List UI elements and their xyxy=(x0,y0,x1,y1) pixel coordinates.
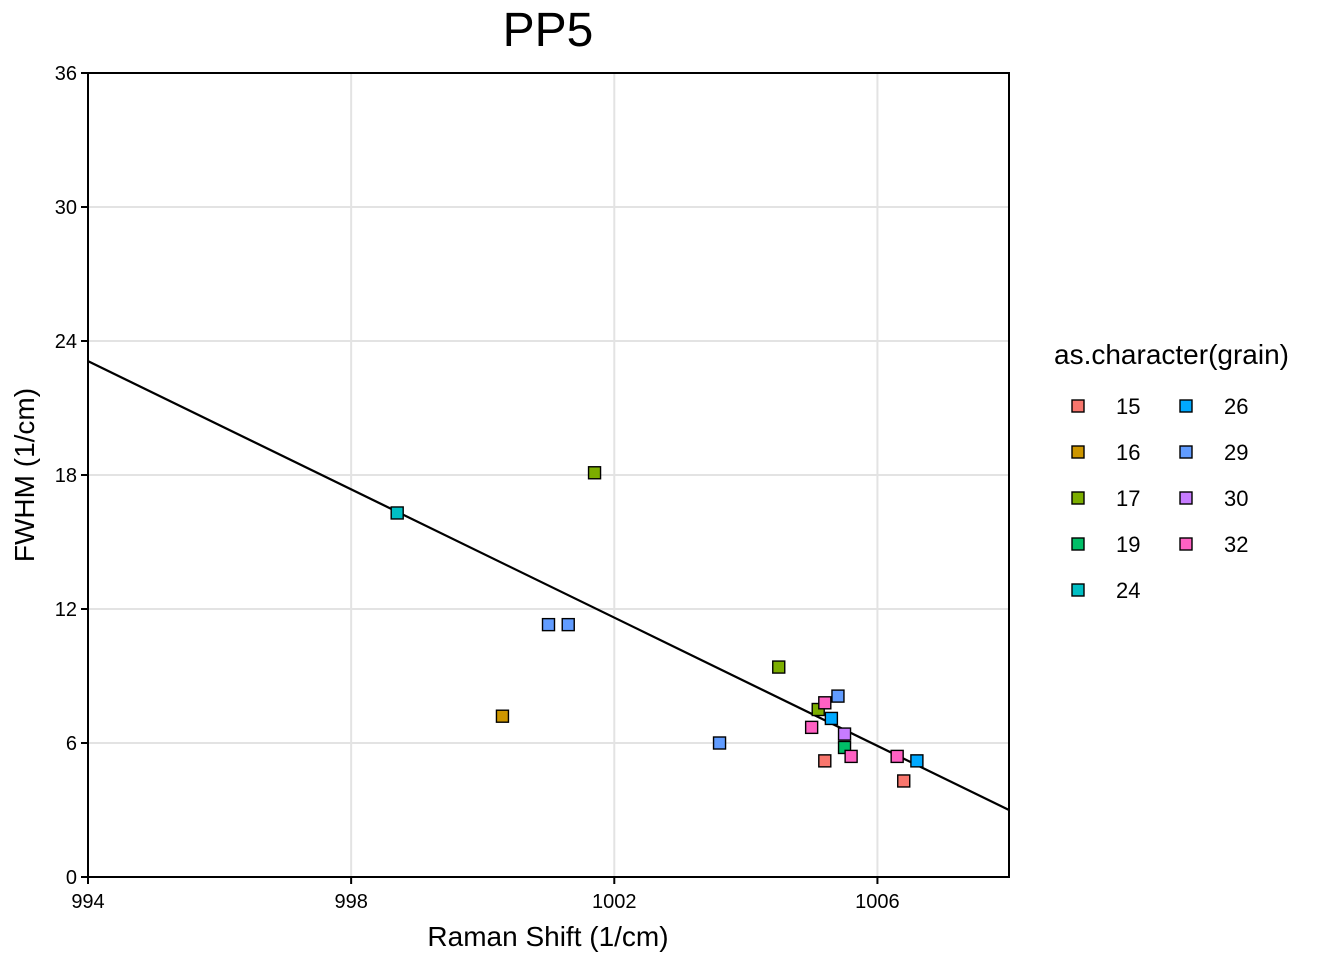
y-tick-label: 36 xyxy=(55,63,77,85)
legend-label-26: 26 xyxy=(1224,394,1248,419)
point-grain-29-1 xyxy=(561,617,575,632)
point-grain-32-0 xyxy=(804,720,819,735)
y-tick-label: 6 xyxy=(66,733,77,755)
point-grain-32-3 xyxy=(890,749,904,764)
legend-label-32: 32 xyxy=(1224,532,1248,557)
x-axis-title: Raman Shift (1/cm) xyxy=(427,921,668,952)
y-axis: 0 6 12 18 24 30 36 xyxy=(55,63,88,889)
point-grain-16-0 xyxy=(495,709,510,723)
trend-line-group xyxy=(87,360,1010,811)
grid-lines xyxy=(87,72,1009,878)
legend-key-29 xyxy=(1179,445,1193,459)
legend-label-17: 17 xyxy=(1116,486,1140,511)
x-tick-label: 994 xyxy=(71,891,104,913)
y-tick-label: 12 xyxy=(55,599,77,621)
point-grain-30-0 xyxy=(837,727,852,741)
x-tick-label: 1002 xyxy=(592,891,637,913)
point-grain-26-0 xyxy=(824,711,839,726)
y-tick-label: 30 xyxy=(55,197,77,219)
legend: as.character(grain) 15 16 17 19 24 26 29 30 32 xyxy=(1054,339,1289,603)
point-grain-29-3 xyxy=(831,689,845,703)
legend-key-24 xyxy=(1071,583,1085,597)
y-axis-title: FWHM (1/cm) xyxy=(9,388,40,562)
legend-label-19: 19 xyxy=(1116,532,1140,557)
legend-key-17 xyxy=(1071,491,1085,505)
x-axis: 994 998 1002 1006 xyxy=(71,877,900,913)
point-grain-32-2 xyxy=(844,749,858,764)
point-grain-17-0 xyxy=(587,466,602,480)
legend-key-30 xyxy=(1179,491,1193,505)
legend-title: as.character(grain) xyxy=(1054,339,1289,370)
legend-label-30: 30 xyxy=(1224,486,1248,511)
legend-label-15: 15 xyxy=(1116,394,1140,419)
point-grain-26-1 xyxy=(910,754,924,768)
legend-items: 15 16 17 19 24 26 29 30 32 xyxy=(1071,394,1248,603)
chart-title: PP5 xyxy=(503,4,594,57)
legend-label-29: 29 xyxy=(1224,440,1248,465)
point-grain-24-0 xyxy=(390,506,404,520)
point-grain-32-1 xyxy=(818,696,832,710)
legend-key-16 xyxy=(1071,445,1085,459)
legend-key-26 xyxy=(1179,399,1193,413)
point-grain-17-1 xyxy=(772,660,786,674)
legend-label-16: 16 xyxy=(1116,440,1140,465)
y-tick-label: 0 xyxy=(66,867,77,889)
x-tick-label: 1006 xyxy=(855,891,900,913)
y-tick-label: 24 xyxy=(55,331,77,353)
point-grain-15-1 xyxy=(897,774,911,788)
data-points xyxy=(390,466,924,788)
y-tick-label: 18 xyxy=(55,465,77,487)
point-grain-29-0 xyxy=(541,617,556,632)
x-tick-label: 998 xyxy=(334,891,367,913)
legend-label-24: 24 xyxy=(1116,578,1140,603)
point-grain-15-0 xyxy=(818,754,832,768)
legend-key-32 xyxy=(1179,537,1193,551)
point-grain-29-2 xyxy=(712,736,727,750)
legend-key-19 xyxy=(1071,537,1085,551)
trend-line xyxy=(87,360,1010,811)
legend-key-15 xyxy=(1071,399,1085,413)
